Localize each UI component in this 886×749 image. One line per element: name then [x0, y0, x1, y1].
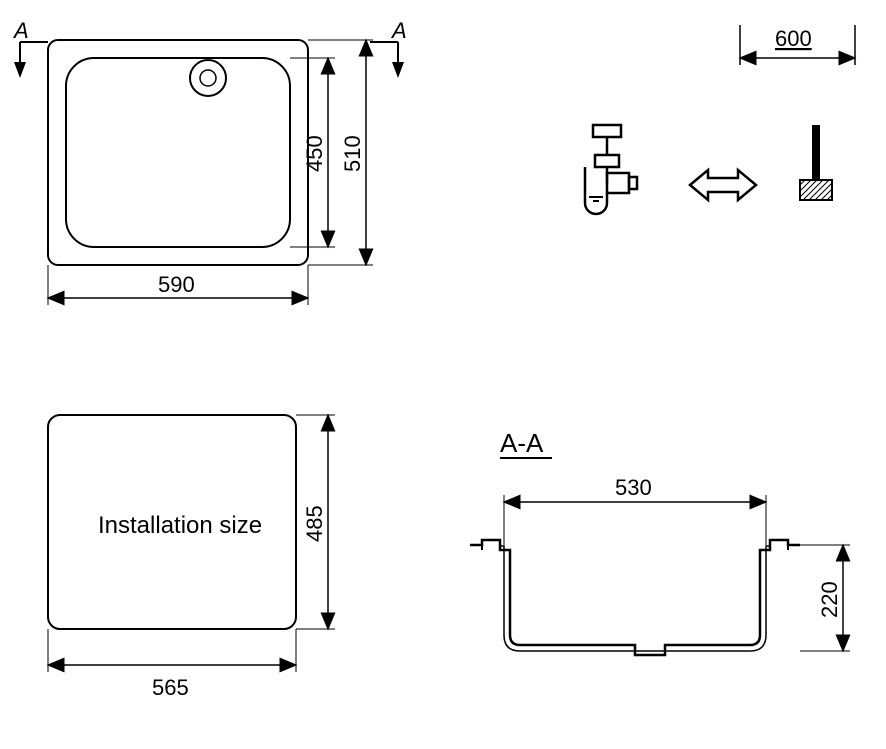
- installation-view: Installation size: [48, 415, 296, 629]
- cabinet-group: 600: [585, 25, 855, 214]
- dim-530: 530: [504, 475, 766, 545]
- dim-450-text: 450: [302, 135, 327, 172]
- dim-450: 450: [290, 58, 335, 247]
- dim-565-text: 565: [152, 675, 189, 700]
- dim-590-text: 590: [158, 272, 195, 297]
- cabinet-icon: [800, 125, 832, 200]
- install-label: Installation size: [98, 512, 262, 539]
- dim-530-text: 530: [615, 475, 652, 500]
- dim-485-text: 485: [302, 505, 327, 542]
- dim-220: 220: [800, 545, 850, 651]
- section-arrow-right: A: [370, 18, 407, 78]
- double-arrow-icon: [690, 170, 756, 200]
- dim-600-text: 600: [775, 26, 812, 51]
- dim-220-text: 220: [817, 581, 842, 618]
- section-label-a-left: A: [12, 18, 29, 43]
- dim-510-text: 510: [340, 135, 365, 172]
- dim-565: 565: [48, 629, 296, 700]
- section-view: [470, 540, 800, 655]
- dim-590: 590: [48, 265, 308, 305]
- dim-485: 485: [296, 415, 335, 629]
- top-view: [48, 40, 308, 265]
- trap-icon: [585, 125, 637, 214]
- section-arrow-left: A: [12, 18, 48, 78]
- section-label-a-right: A: [390, 18, 407, 43]
- section-aa-text: A-A: [500, 428, 544, 458]
- section-aa-label: A-A: [500, 428, 552, 458]
